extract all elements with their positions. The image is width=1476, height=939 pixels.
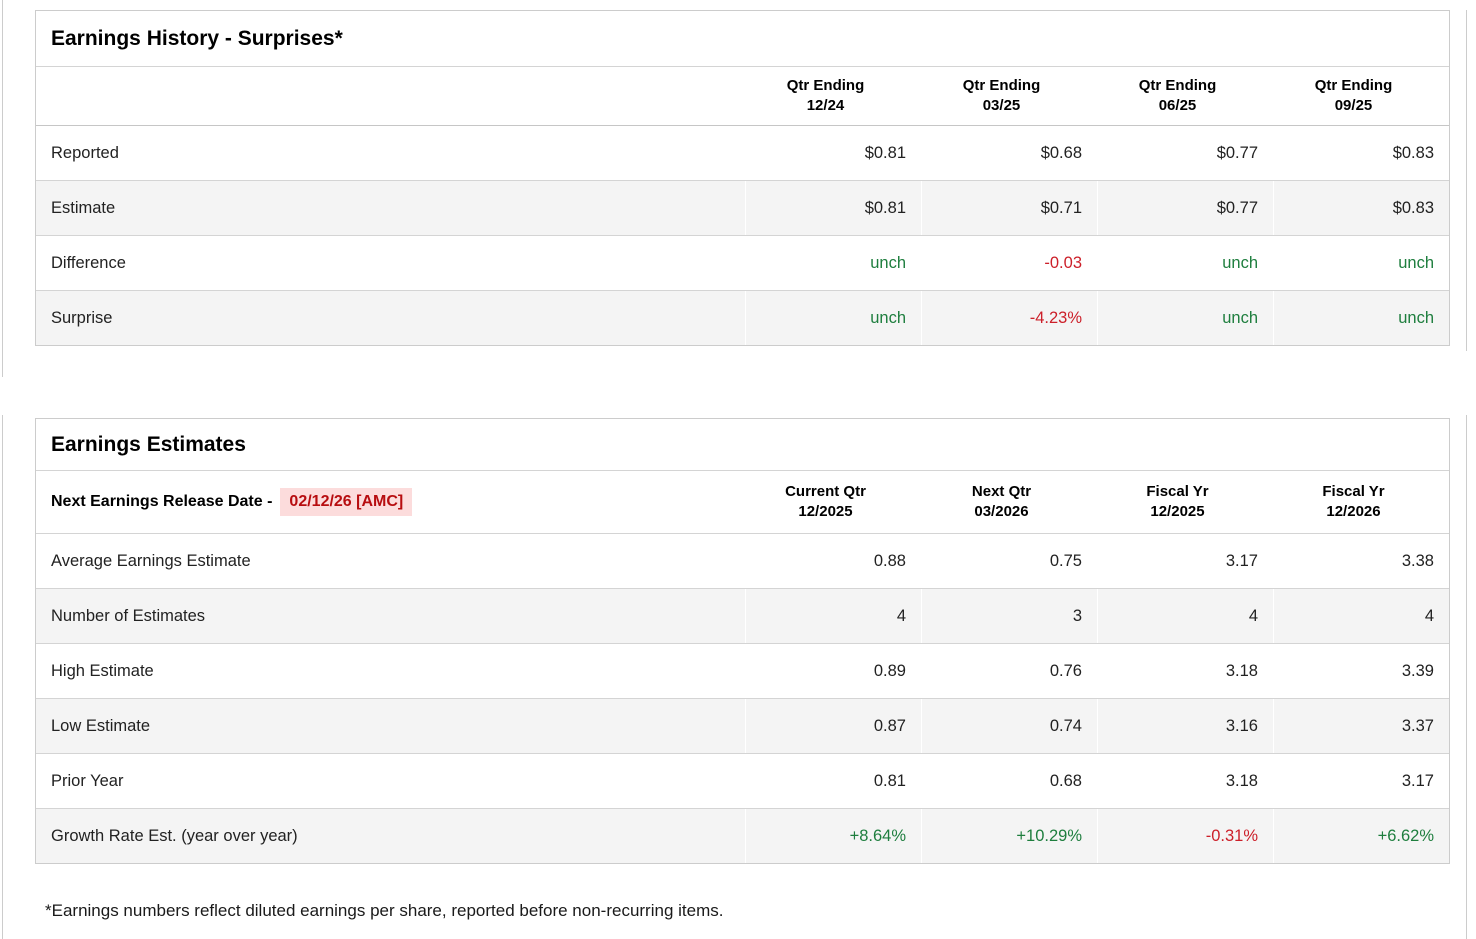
table-row-growth-rate-est: Growth Rate Est. (year over year) +8.64%… [36,808,1449,863]
cell-value: unch [1273,291,1449,345]
earnings-estimates-panel: Earnings Estimates Next Earnings Release… [35,418,1450,864]
cell-value: $0.71 [921,181,1097,235]
cell-value: 0.87 [745,699,921,753]
header-spacer [36,67,745,125]
adjacent-panel-border-top [1466,10,1467,351]
cell-value: -0.31% [1097,809,1273,863]
cell-value: $0.68 [921,126,1097,180]
cell-value: -0.03 [921,236,1097,290]
cell-value: +10.29% [921,809,1097,863]
column-header: Qtr Ending 06/25 [1138,77,1217,114]
column-header: Fiscal Yr 12/2026 [1322,483,1385,520]
table-row-average-earnings-estimate: Average Earnings Estimate 0.88 0.75 3.17… [36,533,1449,588]
cell-value: 3.18 [1097,754,1273,808]
column-header: Fiscal Yr 12/2025 [1146,483,1209,520]
cell-value: 0.74 [921,699,1097,753]
column-header: Qtr Ending 03/25 [962,77,1041,114]
release-date-value-badge: 02/12/26 [AMC] [280,488,413,516]
cell-value: $0.83 [1273,126,1449,180]
cell-value: $0.81 [745,126,921,180]
cell-value: unch [1273,236,1449,290]
earnings-estimates-header-row: Next Earnings Release Date - 02/12/26 [A… [36,470,1449,533]
table-row-surprise: Surprise unch -4.23% unch unch [36,290,1449,345]
cell-value: 3.39 [1273,644,1449,698]
next-earnings-release-date: Next Earnings Release Date - 02/12/26 [A… [36,471,745,533]
cell-value: 3.17 [1273,754,1449,808]
table-row-difference: Difference unch -0.03 unch unch [36,235,1449,290]
cell-value: -4.23% [921,291,1097,345]
cell-value: 3.38 [1273,534,1449,588]
cell-value: $0.83 [1273,181,1449,235]
cell-value: 3 [921,589,1097,643]
page-left-border-bottom [2,415,3,939]
cell-value: unch [1097,291,1273,345]
cell-value: +6.62% [1273,809,1449,863]
cell-value: unch [1097,236,1273,290]
earnings-history-panel: Earnings History - Surprises* Qtr Ending… [35,10,1450,346]
table-row-estimate: Estimate $0.81 $0.71 $0.77 $0.83 [36,180,1449,235]
cell-value: 0.68 [921,754,1097,808]
cell-value: 4 [1273,589,1449,643]
earnings-estimates-title: Earnings Estimates [51,432,246,456]
cell-value: 0.75 [921,534,1097,588]
column-header: Current Qtr 12/2025 [785,483,866,520]
cell-value: 0.76 [921,644,1097,698]
cell-value: 0.89 [745,644,921,698]
earnings-history-title: Earnings History - Surprises* [51,26,343,50]
cell-value: 4 [1097,589,1273,643]
cell-value: unch [745,291,921,345]
cell-value: 3.37 [1273,699,1449,753]
earnings-history-header-row: Qtr Ending 12/24 Qtr Ending 03/25 Qtr Endi… [36,66,1449,125]
column-header: Next Qtr 03/2026 [971,483,1032,520]
cell-value: 4 [745,589,921,643]
cell-value: 3.16 [1097,699,1273,753]
table-row-low-estimate: Low Estimate 0.87 0.74 3.16 3.37 [36,698,1449,753]
cell-value: 3.18 [1097,644,1273,698]
earnings-footnote: *Earnings numbers reflect diluted earnin… [45,901,724,920]
table-row-reported: Reported $0.81 $0.68 $0.77 $0.83 [36,125,1449,180]
cell-value: unch [745,236,921,290]
cell-value: $0.81 [745,181,921,235]
cell-value: 0.81 [745,754,921,808]
table-row-high-estimate: High Estimate 0.89 0.76 3.18 3.39 [36,643,1449,698]
cell-value: 3.17 [1097,534,1273,588]
cell-value: 0.88 [745,534,921,588]
adjacent-panel-border-bottom [1466,415,1467,939]
release-date-label: Next Earnings Release Date - [51,493,273,510]
cell-value: +8.64% [745,809,921,863]
table-row-number-of-estimates: Number of Estimates 4 3 4 4 [36,588,1449,643]
cell-value: $0.77 [1097,181,1273,235]
page-left-border-top [2,0,3,377]
table-row-prior-year: Prior Year 0.81 0.68 3.18 3.17 [36,753,1449,808]
column-header: Qtr Ending 12/24 [786,77,865,114]
cell-value: $0.77 [1097,126,1273,180]
column-header: Qtr Ending 09/25 [1314,77,1393,114]
